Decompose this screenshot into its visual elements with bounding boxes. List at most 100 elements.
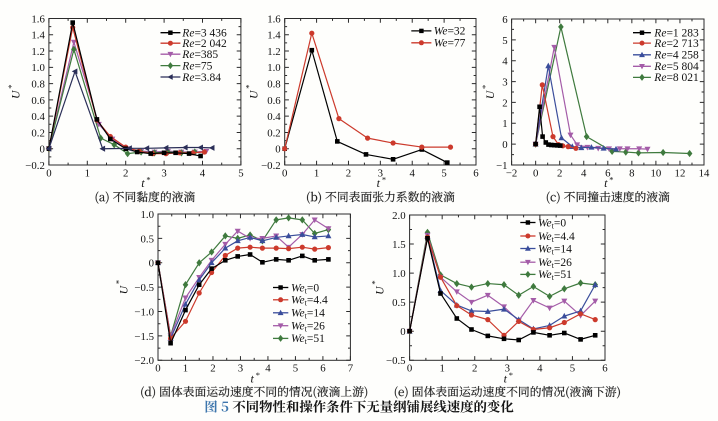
svg-text:Wet=4.4: Wet=4.4 <box>291 295 328 308</box>
svg-text:0: 0 <box>502 139 507 151</box>
svg-text:*: * <box>370 280 380 284</box>
svg-text:7: 7 <box>348 363 354 375</box>
svg-text:0.6: 0.6 <box>267 95 281 107</box>
svg-text:Re=5 804: Re=5 804 <box>653 61 699 73</box>
svg-text:Re=2 713: Re=2 713 <box>653 38 699 50</box>
svg-text:1.6: 1.6 <box>267 13 281 25</box>
svg-text:1.2: 1.2 <box>267 46 281 58</box>
svg-text:1.0: 1.0 <box>141 209 155 221</box>
svg-text:3: 3 <box>505 363 510 375</box>
svg-text:1: 1 <box>183 363 188 375</box>
svg-text:Re=8 021: Re=8 021 <box>653 72 699 84</box>
svg-text:2: 2 <box>502 97 507 109</box>
svg-text:2.0: 2.0 <box>392 210 406 222</box>
svg-text:Re=3.84: Re=3.84 <box>181 72 221 84</box>
svg-text:Wet=26: Wet=26 <box>538 257 572 270</box>
svg-text:t: t <box>377 176 381 190</box>
svg-text:3: 3 <box>378 167 383 179</box>
svg-text:0.4: 0.4 <box>31 111 45 123</box>
svg-text:Wet=0: Wet=0 <box>291 282 319 295</box>
svg-text:Re=2 042: Re=2 042 <box>181 38 227 50</box>
svg-text:4: 4 <box>537 363 543 375</box>
svg-text:6: 6 <box>473 167 479 179</box>
svg-text:10: 10 <box>651 167 662 179</box>
svg-text:3: 3 <box>161 167 166 179</box>
svg-text:1.0: 1.0 <box>31 62 45 74</box>
svg-text:−0.2: −0.2 <box>261 160 281 172</box>
svg-text:−1.0: −1.0 <box>134 306 154 318</box>
svg-text:0.5: 0.5 <box>392 297 406 309</box>
svg-text:12: 12 <box>675 167 686 179</box>
svg-text:6: 6 <box>605 167 611 179</box>
svg-text:Re=4 258: Re=4 258 <box>653 50 699 62</box>
svg-text:4: 4 <box>265 363 271 375</box>
svg-text:6: 6 <box>602 363 608 375</box>
svg-text:0.4: 0.4 <box>267 111 281 123</box>
svg-text:*: * <box>382 175 386 185</box>
svg-text:3: 3 <box>502 76 507 88</box>
svg-text:6: 6 <box>502 14 508 26</box>
svg-text:t: t <box>504 371 508 385</box>
svg-text:1: 1 <box>502 118 507 130</box>
svg-text:0: 0 <box>533 167 538 179</box>
svg-text:1.6: 1.6 <box>31 13 45 25</box>
svg-text:*: * <box>480 85 490 89</box>
svg-text:2: 2 <box>557 167 562 179</box>
svg-text:4: 4 <box>581 167 587 179</box>
svg-text:5: 5 <box>502 35 507 47</box>
svg-text:Re=75: Re=75 <box>181 60 212 72</box>
svg-text:1.0: 1.0 <box>267 62 281 74</box>
svg-text:−0.5: −0.5 <box>134 282 154 294</box>
svg-text:5: 5 <box>238 167 243 179</box>
svg-text:2: 2 <box>472 363 477 375</box>
svg-text:0.8: 0.8 <box>267 79 281 91</box>
svg-text:−0.2: −0.2 <box>25 160 45 172</box>
svg-text:−2.0: −2.0 <box>134 355 154 367</box>
svg-text:1.4: 1.4 <box>31 30 45 42</box>
svg-text:*: * <box>609 175 613 185</box>
svg-text:1: 1 <box>314 167 319 179</box>
svg-text:2: 2 <box>210 363 215 375</box>
svg-text:−1.5: −1.5 <box>134 331 154 343</box>
svg-text:4: 4 <box>200 167 206 179</box>
svg-text:t: t <box>141 176 145 190</box>
svg-text:*: * <box>256 370 260 380</box>
svg-text:2: 2 <box>346 167 351 179</box>
svg-text:0: 0 <box>155 363 160 375</box>
svg-text:0: 0 <box>46 167 51 179</box>
svg-text:4: 4 <box>410 167 416 179</box>
svg-text:0: 0 <box>407 363 412 375</box>
svg-text:−2: −2 <box>506 167 518 179</box>
svg-text:Wet=26: Wet=26 <box>291 321 325 334</box>
svg-text:0.2: 0.2 <box>31 127 45 139</box>
svg-text:8: 8 <box>629 167 634 179</box>
svg-text:−1: −1 <box>496 160 508 172</box>
svg-text:1: 1 <box>439 363 444 375</box>
svg-text:U: U <box>249 90 261 99</box>
svg-text:1.5: 1.5 <box>392 239 406 251</box>
svg-text:0: 0 <box>39 144 44 156</box>
svg-text:Wet=4.4: Wet=4.4 <box>538 231 575 244</box>
svg-text:*: * <box>114 280 124 284</box>
svg-text:−0.5: −0.5 <box>386 355 406 367</box>
svg-text:4: 4 <box>502 56 508 68</box>
svg-text:5: 5 <box>293 363 298 375</box>
svg-text:Wet=14: Wet=14 <box>291 308 325 321</box>
svg-text:Wet=51: Wet=51 <box>291 333 325 346</box>
svg-text:0.5: 0.5 <box>141 233 155 245</box>
svg-text:*: * <box>6 85 16 89</box>
svg-text:1.2: 1.2 <box>31 46 45 58</box>
svg-text:6: 6 <box>320 363 326 375</box>
svg-text:5: 5 <box>570 363 575 375</box>
svg-text:3: 3 <box>238 363 243 375</box>
svg-text:0.2: 0.2 <box>267 127 281 139</box>
svg-text:Re=3 436: Re=3 436 <box>181 28 227 40</box>
svg-text:1.4: 1.4 <box>267 30 281 42</box>
svg-text:*: * <box>244 85 254 89</box>
svg-text:U: U <box>374 286 386 295</box>
svg-text:U: U <box>485 90 497 99</box>
svg-text:Re=385: Re=385 <box>181 49 218 61</box>
svg-text:0: 0 <box>282 167 287 179</box>
svg-text:We=32: We=32 <box>434 26 466 38</box>
svg-text:5: 5 <box>441 167 446 179</box>
